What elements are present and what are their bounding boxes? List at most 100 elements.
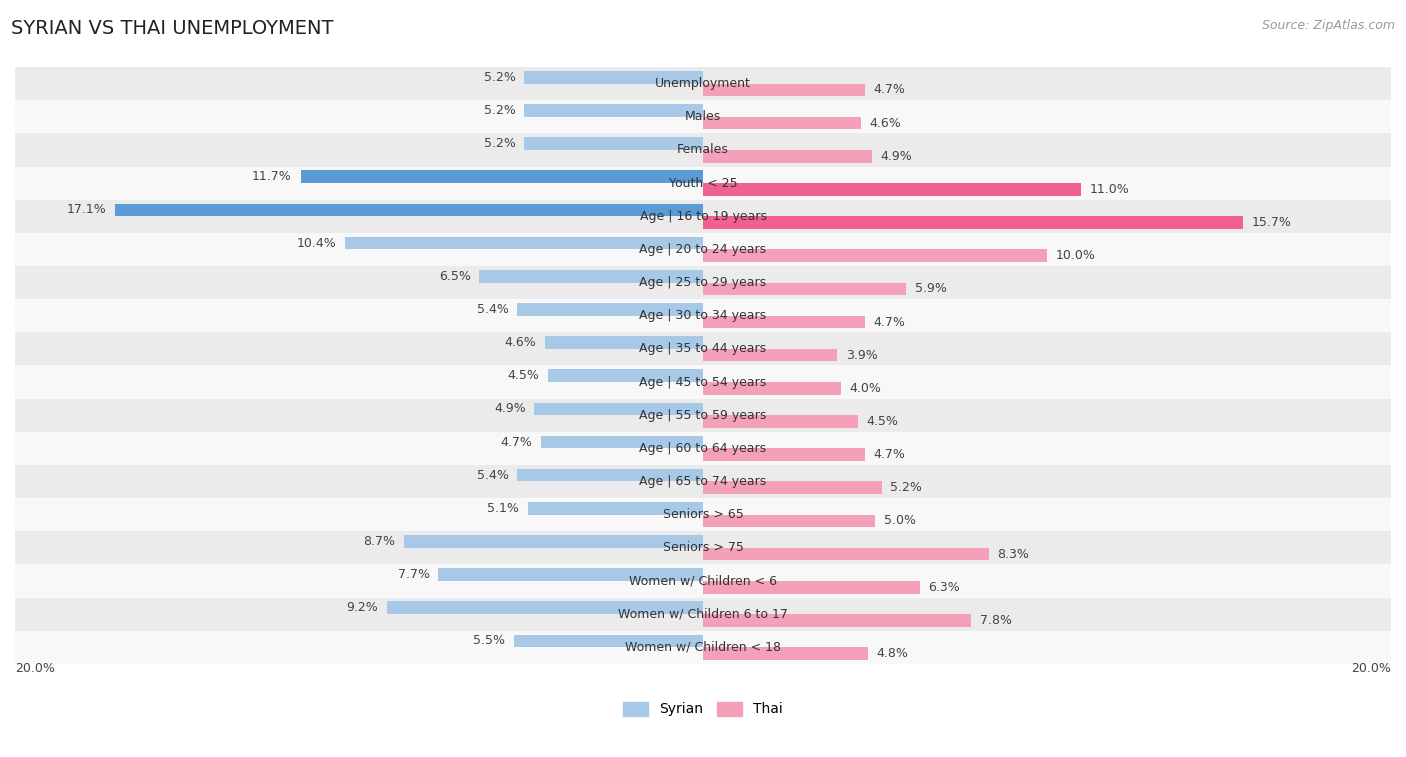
Text: 5.4%: 5.4%: [477, 469, 509, 481]
Text: Age | 45 to 54 years: Age | 45 to 54 years: [640, 375, 766, 388]
Text: 5.2%: 5.2%: [484, 137, 516, 150]
Bar: [15, 399, 1391, 431]
Text: SYRIAN VS THAI UNEMPLOYMENT: SYRIAN VS THAI UNEMPLOYMENT: [11, 19, 333, 38]
Text: 5.2%: 5.2%: [890, 481, 922, 494]
Text: 5.0%: 5.0%: [883, 515, 915, 528]
Bar: [517, 303, 703, 316]
Bar: [15, 67, 1391, 100]
Text: 3.9%: 3.9%: [846, 349, 877, 362]
Text: 20.0%: 20.0%: [15, 662, 55, 675]
Bar: [404, 535, 703, 548]
Text: 6.3%: 6.3%: [928, 581, 960, 593]
Text: 4.7%: 4.7%: [873, 83, 905, 96]
Bar: [15, 498, 1391, 531]
Text: 5.2%: 5.2%: [484, 104, 516, 117]
Bar: [15, 431, 1391, 465]
Bar: [527, 502, 703, 515]
Text: Women w/ Children < 18: Women w/ Children < 18: [626, 640, 780, 654]
Text: 4.6%: 4.6%: [505, 336, 536, 349]
Bar: [524, 137, 703, 150]
Bar: [703, 217, 1243, 229]
Bar: [703, 150, 872, 163]
Bar: [15, 531, 1391, 565]
Text: 10.4%: 10.4%: [297, 237, 336, 250]
Bar: [15, 100, 1391, 133]
Bar: [15, 565, 1391, 597]
Bar: [517, 469, 703, 481]
Text: Women w/ Children < 6: Women w/ Children < 6: [628, 575, 778, 587]
Text: 4.7%: 4.7%: [501, 435, 533, 449]
Text: 8.7%: 8.7%: [363, 535, 395, 548]
Text: Age | 20 to 24 years: Age | 20 to 24 years: [640, 243, 766, 256]
Legend: Syrian, Thai: Syrian, Thai: [617, 696, 789, 722]
Text: Seniors > 65: Seniors > 65: [662, 508, 744, 521]
Text: 10.0%: 10.0%: [1056, 249, 1095, 262]
Bar: [15, 332, 1391, 366]
Bar: [301, 170, 703, 183]
Bar: [513, 634, 703, 647]
Bar: [703, 183, 1081, 196]
Bar: [387, 602, 703, 614]
Text: 5.1%: 5.1%: [486, 502, 519, 515]
Bar: [15, 631, 1391, 664]
Text: 4.5%: 4.5%: [508, 369, 540, 382]
Text: 6.5%: 6.5%: [439, 269, 471, 283]
Text: 15.7%: 15.7%: [1251, 216, 1292, 229]
Text: 8.3%: 8.3%: [997, 547, 1029, 561]
Text: 4.7%: 4.7%: [873, 316, 905, 329]
Text: Males: Males: [685, 111, 721, 123]
Text: 5.4%: 5.4%: [477, 303, 509, 316]
Bar: [703, 481, 882, 494]
Bar: [703, 415, 858, 428]
Bar: [15, 597, 1391, 631]
Text: Age | 60 to 64 years: Age | 60 to 64 years: [640, 442, 766, 455]
Text: 5.9%: 5.9%: [914, 282, 946, 295]
Bar: [15, 465, 1391, 498]
Bar: [15, 266, 1391, 299]
Text: Source: ZipAtlas.com: Source: ZipAtlas.com: [1261, 19, 1395, 32]
Bar: [534, 403, 703, 415]
Text: 4.6%: 4.6%: [870, 117, 901, 129]
Bar: [703, 83, 865, 96]
Text: Women w/ Children 6 to 17: Women w/ Children 6 to 17: [619, 608, 787, 621]
Text: 4.7%: 4.7%: [873, 448, 905, 461]
Bar: [15, 167, 1391, 200]
Text: Unemployment: Unemployment: [655, 77, 751, 90]
Text: 11.0%: 11.0%: [1090, 183, 1130, 196]
Bar: [15, 233, 1391, 266]
Text: 7.8%: 7.8%: [980, 614, 1012, 627]
Text: 20.0%: 20.0%: [1351, 662, 1391, 675]
Text: 5.2%: 5.2%: [484, 71, 516, 84]
Bar: [703, 614, 972, 627]
Text: 5.5%: 5.5%: [474, 634, 505, 647]
Bar: [703, 316, 865, 329]
Text: 9.2%: 9.2%: [346, 601, 378, 614]
Bar: [15, 200, 1391, 233]
Bar: [703, 581, 920, 593]
Bar: [703, 515, 875, 527]
Bar: [15, 133, 1391, 167]
Text: 4.8%: 4.8%: [877, 647, 908, 660]
Bar: [541, 436, 703, 448]
Text: Seniors > 75: Seniors > 75: [662, 541, 744, 554]
Bar: [439, 569, 703, 581]
Bar: [703, 282, 905, 295]
Bar: [703, 382, 841, 394]
Text: Females: Females: [678, 143, 728, 157]
Bar: [703, 647, 868, 660]
Text: 11.7%: 11.7%: [252, 170, 292, 183]
Text: Age | 35 to 44 years: Age | 35 to 44 years: [640, 342, 766, 355]
Text: 17.1%: 17.1%: [66, 204, 107, 217]
Bar: [703, 448, 865, 461]
Text: Age | 30 to 34 years: Age | 30 to 34 years: [640, 309, 766, 322]
Text: 4.9%: 4.9%: [880, 150, 912, 163]
Bar: [548, 369, 703, 382]
Text: Age | 55 to 59 years: Age | 55 to 59 years: [640, 409, 766, 422]
Bar: [524, 71, 703, 83]
Bar: [15, 299, 1391, 332]
Text: 4.5%: 4.5%: [866, 415, 898, 428]
Bar: [703, 117, 862, 129]
Bar: [703, 548, 988, 560]
Text: 4.0%: 4.0%: [849, 382, 882, 395]
Bar: [479, 270, 703, 282]
